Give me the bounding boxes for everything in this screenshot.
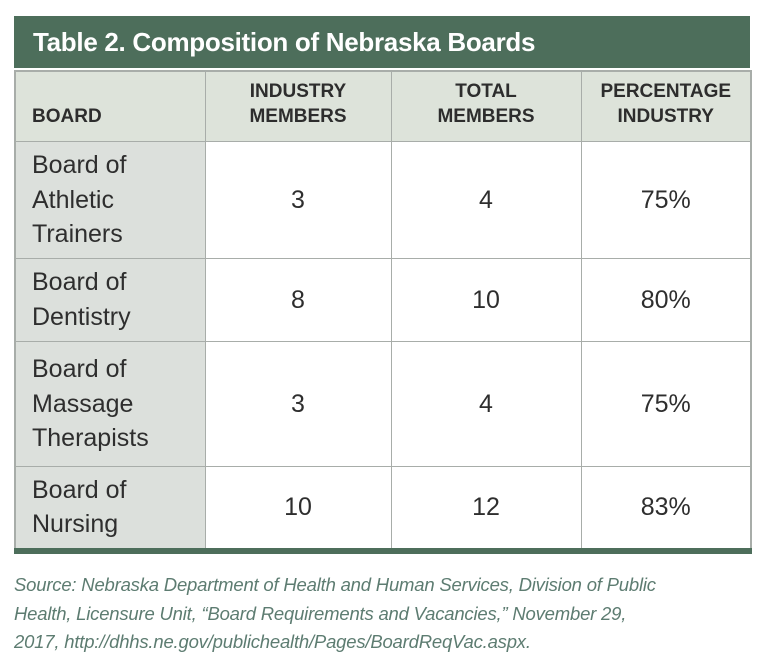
- column-header-board: BOARD: [14, 70, 206, 143]
- boards-table: BOARD INDUSTRY MEMBERS TOTAL MEMBERS PER…: [14, 70, 752, 554]
- total-members-cell: 4: [390, 340, 582, 467]
- total-members-cell: 4: [390, 141, 582, 259]
- board-name-cell: Board of Massage Therapists: [14, 340, 206, 467]
- source-citation: Source: Nebraska Department of Health an…: [14, 571, 750, 657]
- column-header-industry-members: INDUSTRY MEMBERS: [204, 70, 392, 143]
- column-header-percentage-industry: PERCENTAGE INDUSTRY: [580, 70, 752, 143]
- industry-members-cell: 8: [204, 257, 392, 342]
- percentage-industry-cell: 83%: [580, 465, 752, 554]
- industry-members-cell: 3: [204, 141, 392, 259]
- source-line-1: Source: Nebraska Department of Health an…: [14, 573, 656, 595]
- industry-members-cell: 10: [204, 465, 392, 554]
- table-figure: Table 2. Composition of Nebraska Boards …: [14, 16, 752, 657]
- percentage-industry-cell: 80%: [580, 257, 752, 342]
- board-name-cell: Board of Nursing: [14, 465, 206, 554]
- table-title: Table 2. Composition of Nebraska Boards: [14, 16, 750, 68]
- table-row: Board of Nursing 10 12 83%: [14, 465, 752, 554]
- total-members-cell: 12: [390, 465, 582, 554]
- source-line-2: Health, Licensure Unit, “Board Requireme…: [14, 602, 627, 624]
- percentage-industry-cell: 75%: [580, 141, 752, 259]
- industry-members-cell: 3: [204, 340, 392, 467]
- board-name-cell: Board of Athletic Trainers: [14, 141, 206, 259]
- header-row: BOARD INDUSTRY MEMBERS TOTAL MEMBERS PER…: [14, 70, 752, 143]
- percentage-industry-cell: 75%: [580, 340, 752, 467]
- table-row: Board of Athletic Trainers 3 4 75%: [14, 141, 752, 259]
- column-header-total-members: TOTAL MEMBERS: [390, 70, 582, 143]
- board-name-cell: Board of Dentistry: [14, 257, 206, 342]
- source-line-3: 2017, http://dhhs.ne.gov/publichealth/Pa…: [14, 631, 531, 653]
- table-row: Board of Massage Therapists 3 4 75%: [14, 340, 752, 467]
- table-row: Board of Dentistry 8 10 80%: [14, 257, 752, 342]
- total-members-cell: 10: [390, 257, 582, 342]
